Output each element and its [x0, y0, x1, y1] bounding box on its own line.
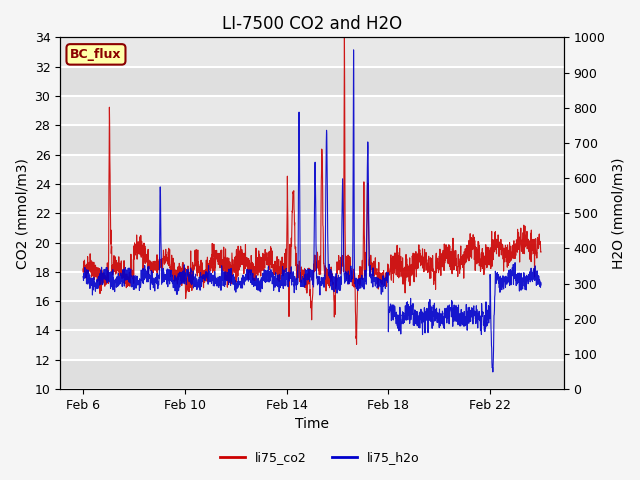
X-axis label: Time: Time [295, 418, 329, 432]
Text: BC_flux: BC_flux [70, 48, 122, 61]
Bar [60, 125, 564, 155]
Bar [60, 360, 564, 389]
Bar [60, 184, 564, 213]
Y-axis label: CO2 (mmol/m3): CO2 (mmol/m3) [15, 158, 29, 269]
Bar [60, 242, 564, 272]
Legend: li75_co2, li75_h2o: li75_co2, li75_h2o [215, 446, 425, 469]
Title: LI-7500 CO2 and H2O: LI-7500 CO2 and H2O [222, 15, 402, 33]
Y-axis label: H2O (mmol/m3): H2O (mmol/m3) [611, 157, 625, 269]
Bar [60, 301, 564, 331]
Bar [60, 67, 564, 96]
